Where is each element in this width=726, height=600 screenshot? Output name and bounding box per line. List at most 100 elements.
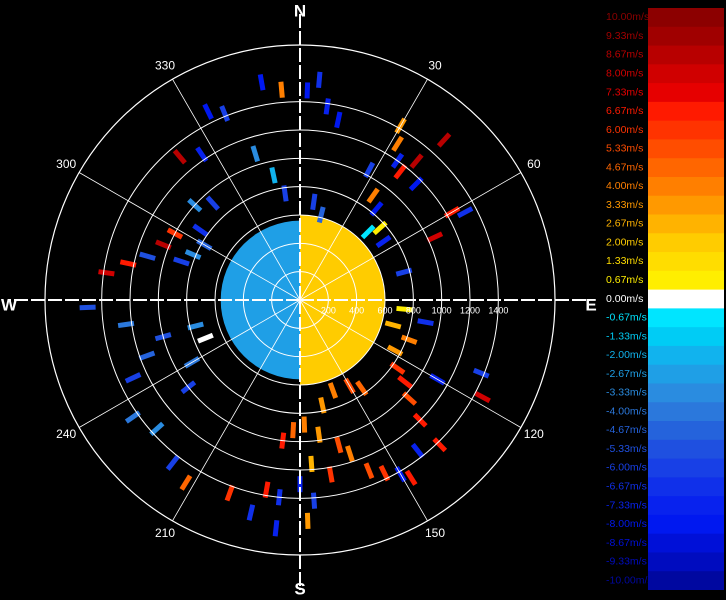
velocity-cell-64 <box>197 332 214 344</box>
colorbar-label-14: 0.67m/s <box>606 274 643 286</box>
colorbar-swatch-14 <box>648 270 724 291</box>
colorbar-swatch-30 <box>648 571 724 590</box>
velocity-cell-31 <box>472 367 490 379</box>
velocity-cell-12 <box>408 176 424 192</box>
colorbar-swatch-27 <box>648 514 724 535</box>
colorbar-label-23: -5.33m/s <box>606 443 647 455</box>
colorbar-label-4: 7.33m/s <box>606 86 643 98</box>
colorbar-swatch-17 <box>648 327 724 347</box>
velocity-cell-2 <box>278 81 285 98</box>
velocity-cell-92 <box>417 318 434 326</box>
colorbar-label-24: -6.00m/s <box>606 462 647 474</box>
direction-east: E <box>585 295 596 314</box>
spoke-240 <box>78 299 301 428</box>
velocity-cell-22 <box>426 231 444 243</box>
velocity-cell-6 <box>334 111 343 129</box>
colorbar-swatch-1 <box>648 26 724 47</box>
colorbar-swatch-28 <box>648 533 724 553</box>
velocity-cell-83 <box>269 166 278 184</box>
colorbar-swatch-4 <box>648 83 724 103</box>
spoke-330 <box>172 78 301 301</box>
velocity-cell-28 <box>397 375 413 389</box>
velocity-cell-5 <box>323 98 331 115</box>
colorbar-label-17: -1.33m/s <box>606 330 647 342</box>
velocity-cell-4 <box>219 105 230 122</box>
colorbar-label-9: 4.00m/s <box>606 180 643 192</box>
colorbar-swatch-20 <box>648 383 724 403</box>
velocity-cell-52 <box>272 520 280 537</box>
velocity-cell-43 <box>290 422 297 439</box>
colorbar-label-3: 8.00m/s <box>606 67 643 79</box>
velocity-cell-13 <box>436 132 452 148</box>
velocity-cell-66 <box>117 320 135 329</box>
velocity-cell-84 <box>281 185 289 202</box>
range-label-1000: 1000 <box>432 305 452 315</box>
range-label-1400: 1400 <box>488 305 508 315</box>
colorbar-swatch-16 <box>648 308 724 328</box>
spoke-150 <box>299 299 428 522</box>
colorbar-swatch-26 <box>648 496 724 516</box>
velocity-cell-3 <box>257 74 266 91</box>
angle-label-150: 150 <box>425 526 445 540</box>
angle-label-210: 210 <box>155 526 175 540</box>
colorbar-swatch-7 <box>648 139 724 159</box>
velocity-cell-8 <box>391 135 404 152</box>
range-label-200: 200 <box>321 305 336 315</box>
velocity-cell-82 <box>250 145 260 163</box>
velocity-cell-91 <box>384 320 402 330</box>
polar-grid <box>10 10 590 590</box>
colorbar-label-8: 4.67m/s <box>606 161 643 173</box>
velocity-cell-85 <box>310 193 318 211</box>
velocity-cell-58 <box>124 410 141 424</box>
velocity-cell-20 <box>456 206 474 219</box>
colorbar-swatch-24 <box>648 458 724 478</box>
velocity-cell-34 <box>410 442 425 459</box>
colorbar-label-25: -6.67m/s <box>606 481 647 493</box>
colorbar-label-27: -8.00m/s <box>606 518 647 530</box>
angle-label-240: 240 <box>56 427 76 441</box>
velocity-cell-90 <box>318 396 327 414</box>
velocity-cell-23 <box>395 267 413 277</box>
colorbar-swatch-25 <box>648 477 724 497</box>
velocity-cell-42 <box>301 416 308 433</box>
velocity-cell-76 <box>192 223 209 237</box>
colorbar-swatch-5 <box>648 101 724 122</box>
velocity-cell-59 <box>124 372 142 384</box>
velocity-cell-71 <box>173 256 190 267</box>
velocity-cell-32 <box>474 391 491 404</box>
velocity-cell-19 <box>375 234 392 249</box>
colorbar-label-13: 1.33m/s <box>606 255 643 267</box>
velocity-cell-0 <box>304 82 311 99</box>
velocity-cell-78 <box>205 195 221 211</box>
velocity-cell-45 <box>308 455 315 473</box>
velocity-cell-11 <box>409 153 424 169</box>
colorbar-label-5: 6.67m/s <box>606 105 643 117</box>
velocity-cell-24 <box>396 305 413 313</box>
velocity-cell-39 <box>345 445 355 462</box>
velocity-cell-73 <box>155 239 172 251</box>
velocity-cell-29 <box>401 391 418 406</box>
colorbar-swatch-3 <box>648 64 724 84</box>
colorbar-label-28: -8.67m/s <box>606 537 647 549</box>
colorbar-label-11: 2.67m/s <box>606 218 643 230</box>
velocity-cell-56 <box>165 455 180 471</box>
velocity-cell-68 <box>98 269 115 277</box>
velocity-cell-79 <box>172 149 187 165</box>
colorbar-label-1: 9.33m/s <box>606 30 643 42</box>
velocity-cell-41 <box>315 426 323 443</box>
range-label-400: 400 <box>349 305 364 315</box>
direction-west: W <box>1 295 18 314</box>
colorbar-label-19: -2.67m/s <box>606 368 647 380</box>
colorbar-swatch-8 <box>648 158 724 178</box>
colorbar-swatch-19 <box>648 364 724 384</box>
velocity-cell-26 <box>386 344 404 357</box>
velocity-cell-25 <box>400 334 418 345</box>
polar-plot: N S W E 30 60 120 150 210 240 300 330 200 400 600 800 10… <box>1 1 597 598</box>
direction-south: S <box>294 579 305 598</box>
angle-label-120: 120 <box>524 427 544 441</box>
velocity-cell-65 <box>187 321 204 331</box>
velocity-cell-69 <box>119 259 137 268</box>
velocity-cell-54 <box>224 484 235 502</box>
velocity-cell-72 <box>184 249 202 261</box>
angle-label-330: 330 <box>155 58 175 72</box>
